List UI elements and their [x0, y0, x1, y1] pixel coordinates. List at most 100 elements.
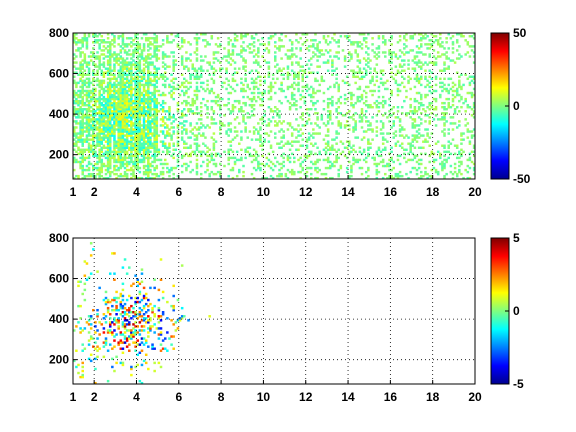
- heatmap-cell: [111, 124, 114, 127]
- heatmap-cell: [125, 75, 129, 79]
- heatmap-cell: [398, 63, 402, 66]
- heatmap-cell: [413, 154, 417, 158]
- heatmap-cell: [73, 130, 76, 133]
- heatmap-cell: [106, 140, 110, 143]
- heatmap-cell: [144, 341, 148, 344]
- heatmap-cell: [415, 136, 419, 139]
- heatmap-cell: [96, 162, 99, 166]
- heatmap-cell: [96, 122, 99, 125]
- heatmap-cell: [180, 264, 184, 267]
- heatmap-cell: [424, 128, 427, 131]
- heatmap-cell: [225, 77, 228, 81]
- heatmap-cell: [286, 77, 290, 81]
- heatmap-cell: [138, 89, 142, 93]
- heatmap-cell: [267, 49, 271, 52]
- heatmap-cell: [229, 128, 233, 131]
- heatmap-cell: [392, 122, 395, 125]
- heatmap-cell: [140, 148, 144, 152]
- y-tick-label: 400: [49, 107, 69, 121]
- heatmap-cell: [254, 168, 258, 172]
- heatmap-cell: [147, 67, 150, 70]
- heatmap-cell: [166, 118, 169, 121]
- heatmap-cell: [85, 41, 89, 44]
- heatmap-cell: [113, 134, 116, 137]
- heatmap-cell: [81, 375, 84, 379]
- heatmap-cell: [303, 85, 307, 89]
- heatmap-cell: [290, 103, 294, 107]
- heatmap-cell: [364, 73, 368, 76]
- heatmap-cell: [312, 71, 315, 74]
- heatmap-cell: [305, 120, 309, 123]
- heatmap-cell: [439, 93, 442, 97]
- heatmap-cell: [288, 108, 292, 111]
- heatmap-cell: [83, 103, 87, 107]
- heatmap-cell: [242, 65, 245, 68]
- heatmap-cell: [172, 55, 175, 58]
- heatmap-cell: [195, 148, 199, 152]
- heatmap-cell: [98, 144, 101, 147]
- heatmap-cell: [400, 126, 404, 129]
- heatmap-cell: [104, 114, 108, 117]
- heatmap-cell: [144, 110, 148, 113]
- heatmap-cell: [98, 116, 101, 119]
- heatmap-cell: [240, 110, 243, 113]
- heatmap-cell: [257, 160, 260, 164]
- heatmap-cell: [83, 89, 87, 93]
- heatmap-cell: [108, 69, 112, 72]
- heatmap-cell: [472, 128, 476, 131]
- heatmap-cell: [115, 304, 118, 308]
- heatmap-cell: [117, 112, 120, 115]
- heatmap-cell: [108, 136, 112, 139]
- heatmap-cell: [460, 162, 463, 166]
- heatmap-cell: [316, 59, 319, 62]
- heatmap-cell: [312, 95, 315, 99]
- heatmap-cell: [261, 176, 264, 180]
- heatmap-cell: [218, 45, 222, 48]
- heatmap-cell: [434, 57, 438, 60]
- heatmap-cell: [96, 39, 99, 42]
- heatmap-cell: [318, 150, 321, 154]
- heatmap-cell: [100, 101, 104, 105]
- heatmap-cell: [73, 33, 76, 36]
- heatmap-cell: [193, 77, 197, 81]
- heatmap-cell: [229, 140, 233, 143]
- heatmap-cell: [130, 136, 133, 139]
- heatmap-cell: [132, 114, 135, 117]
- heatmap-cell: [183, 39, 186, 42]
- heatmap-cell: [235, 158, 239, 162]
- heatmap-cell: [290, 97, 294, 101]
- heatmap-cell: [381, 122, 385, 125]
- heatmap-cell: [189, 146, 192, 149]
- heatmap-cell: [115, 91, 118, 95]
- heatmap-cell: [75, 365, 78, 369]
- heatmap-cell: [108, 164, 112, 168]
- heatmap-cell: [117, 73, 120, 76]
- heatmap-cell: [77, 174, 80, 178]
- heatmap-cell: [229, 168, 233, 172]
- heatmap-cell: [212, 162, 216, 166]
- heatmap-cell: [229, 156, 233, 160]
- heatmap-cell: [439, 152, 442, 156]
- heatmap-cell: [288, 101, 292, 105]
- heatmap-cell: [144, 132, 148, 135]
- heatmap-cell: [248, 47, 252, 50]
- heatmap-cell: [396, 41, 400, 44]
- heatmap-cell: [89, 323, 93, 326]
- heatmap-cell: [206, 69, 209, 72]
- heatmap-cell: [87, 134, 91, 137]
- heatmap-cell: [81, 101, 84, 105]
- heatmap-cell: [85, 85, 89, 89]
- heatmap-cell: [324, 124, 328, 127]
- heatmap-cell: [136, 110, 139, 113]
- heatmap-cell: [128, 124, 131, 127]
- heatmap-cell: [136, 313, 139, 316]
- heatmap-cell: [100, 138, 104, 141]
- heatmap-cell: [168, 110, 171, 113]
- heatmap-cell: [111, 83, 114, 87]
- heatmap-cell: [117, 128, 120, 131]
- heatmap-cell: [94, 89, 97, 93]
- heatmap-cell: [125, 91, 129, 95]
- heatmap-cell: [115, 168, 118, 172]
- heatmap-cell: [339, 101, 343, 105]
- heatmap-cell: [144, 361, 148, 365]
